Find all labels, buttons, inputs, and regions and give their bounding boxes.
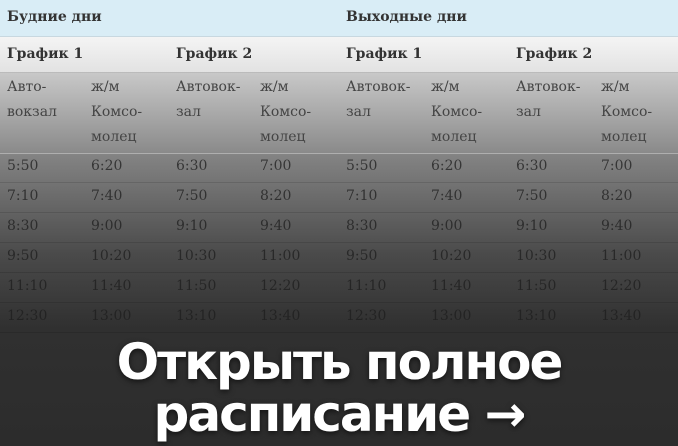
time-cell: 8:20 [260, 188, 292, 204]
time-cell: 9:40 [260, 218, 292, 234]
time-cell: 8:20 [601, 188, 633, 204]
time-cell: 13:40 [260, 308, 301, 324]
time-cell: 13:00 [91, 308, 132, 324]
time-cell: 12:30 [346, 308, 387, 324]
column-label: ж/м Комсо- молец [431, 79, 483, 145]
time-cell: 7:10 [7, 188, 39, 204]
time-cell: 13:40 [601, 308, 642, 324]
table-row: 7:10 7:40 7:50 8:20 7:10 7:40 7:50 8:20 [0, 182, 678, 213]
time-cell: 12:20 [601, 278, 642, 294]
time-cell: 10:20 [431, 248, 472, 264]
graph-header: График 1 График 2 График 1 График 2 [0, 36, 678, 74]
time-cell: 10:30 [516, 248, 557, 264]
time-cell: 7:00 [260, 158, 292, 174]
column-label: ж/м Комсо- молец [91, 79, 143, 145]
time-cell: 13:00 [431, 308, 472, 324]
time-cell: 7:50 [516, 188, 548, 204]
time-cell: 6:20 [431, 158, 463, 174]
time-cell: 9:50 [346, 248, 378, 264]
table-row: 11:10 11:40 11:50 12:20 11:10 11:40 11:50 12:20 [0, 272, 678, 303]
time-cell: 8:30 [346, 218, 378, 234]
column-label: Автовок- зал [176, 79, 241, 120]
column-label: ж/м Комсо- молец [601, 79, 653, 145]
time-cell: 7:40 [91, 188, 123, 204]
table-row: 8:30 9:00 9:10 9:40 8:30 9:00 9:10 9:40 [0, 212, 678, 243]
time-cell: 11:50 [516, 278, 557, 294]
column-label: Автовок- зал [516, 79, 581, 120]
time-cell: 11:10 [7, 278, 48, 294]
time-cell: 11:40 [431, 278, 472, 294]
time-cell: 10:20 [91, 248, 132, 264]
time-cell: 10:30 [176, 248, 217, 264]
time-cell: 11:00 [601, 248, 642, 264]
time-cell: 11:00 [260, 248, 301, 264]
graph-label: График 1 [346, 46, 423, 62]
column-label: ж/м Комсо- молец [260, 79, 312, 145]
time-cell: 13:10 [516, 308, 557, 324]
time-cell: 9:00 [91, 218, 123, 234]
column-label: Автовок- зал [346, 79, 411, 120]
column-header: Авто- вокзал ж/м Комсо- молец Автовок- зал… [0, 72, 678, 154]
time-cell: 9:50 [7, 248, 39, 264]
time-cell: 6:30 [176, 158, 208, 174]
schedule-table: Будние дни Выходные дни График 1 График 2… [0, 0, 678, 333]
time-cell: 6:20 [91, 158, 123, 174]
weekends-label: Выходные дни [346, 9, 467, 25]
time-cell: 11:50 [176, 278, 217, 294]
table-body: 5:50 6:20 6:30 7:00 5:50 6:20 6:30 7:00 7:10 7:40… [0, 152, 678, 333]
table-body-background [0, 152, 678, 446]
column-label: Авто- вокзал [7, 79, 57, 120]
time-cell: 7:40 [431, 188, 463, 204]
time-cell: 11:40 [91, 278, 132, 294]
cta-line-2: расписание → [153, 385, 527, 443]
time-cell: 9:40 [601, 218, 633, 234]
open-full-schedule-link[interactable]: Открыть полное расписание → [0, 336, 678, 440]
time-cell: 7:00 [601, 158, 633, 174]
weekdays-label: Будние дни [7, 9, 102, 25]
time-cell: 9:00 [431, 218, 463, 234]
graph-label: График 2 [176, 46, 253, 62]
cta-line-1: Открыть полное [116, 333, 564, 391]
time-cell: 8:30 [7, 218, 39, 234]
graph-label: График 1 [7, 46, 84, 62]
time-cell: 7:50 [176, 188, 208, 204]
time-cell: 9:10 [516, 218, 548, 234]
table-row: 12:30 13:00 13:10 13:40 12:30 13:00 13:10 13:40 [0, 302, 678, 333]
time-cell: 6:30 [516, 158, 548, 174]
day-type-header: Будние дни Выходные дни [0, 0, 678, 37]
time-cell: 5:50 [7, 158, 39, 174]
time-cell: 9:10 [176, 218, 208, 234]
time-cell: 12:30 [7, 308, 48, 324]
table-row: 9:50 10:20 10:30 11:00 9:50 10:20 10:30 11:00 [0, 242, 678, 273]
time-cell: 11:10 [346, 278, 387, 294]
time-cell: 7:10 [346, 188, 378, 204]
time-cell: 5:50 [346, 158, 378, 174]
table-row: 5:50 6:20 6:30 7:00 5:50 6:20 6:30 7:00 [0, 152, 678, 183]
graph-label: График 2 [516, 46, 593, 62]
time-cell: 12:20 [260, 278, 301, 294]
time-cell: 13:10 [176, 308, 217, 324]
